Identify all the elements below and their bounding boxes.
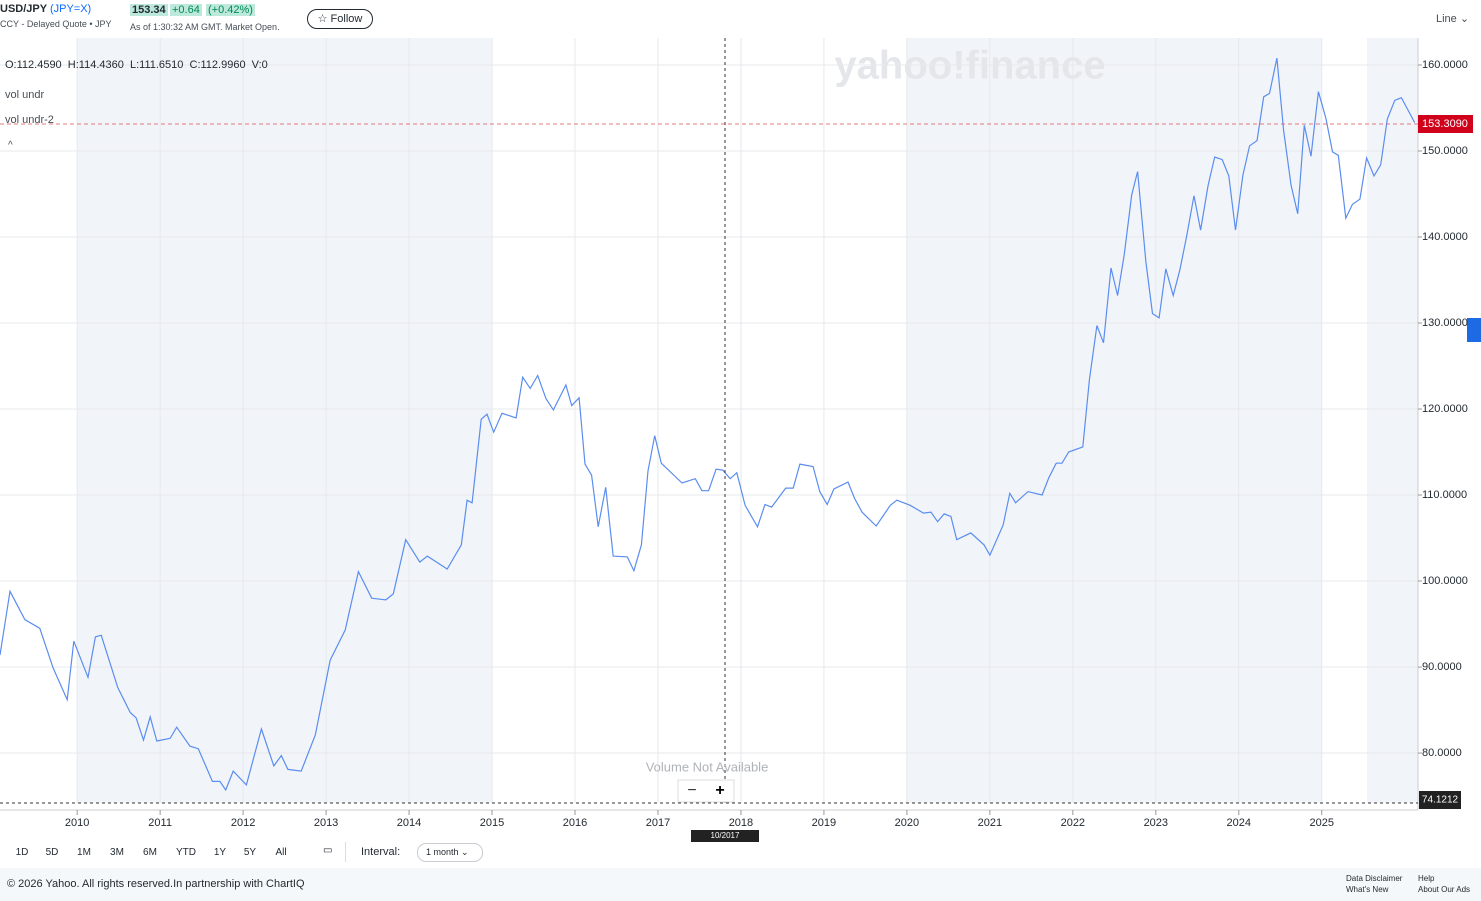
- range-button[interactable]: YTD: [176, 847, 196, 858]
- calendar-icon[interactable]: ▭: [323, 845, 333, 856]
- y-tick-label: 140.0000: [1422, 231, 1468, 243]
- ohlc: O:112.4590 H:114.4360 L:111.6510 C:112.9…: [5, 59, 268, 71]
- year-band: [907, 38, 1322, 803]
- range-button[interactable]: 3M: [110, 847, 124, 858]
- x-tick-label: 2017: [646, 817, 670, 829]
- follow-button[interactable]: ☆ Follow: [307, 9, 373, 29]
- footer-link[interactable]: About Our Ads: [1418, 885, 1471, 894]
- range-button[interactable]: 1D: [15, 847, 29, 858]
- range-button[interactable]: 1M: [77, 847, 91, 858]
- divider: [345, 842, 346, 862]
- interval-value[interactable]: 1 month: [426, 847, 459, 857]
- collapse[interactable]: ^: [8, 140, 13, 151]
- y-tick-label: 120.0000: [1422, 403, 1468, 415]
- footer-link[interactable]: What's New: [1346, 885, 1389, 894]
- footer-link[interactable]: Data Disclaimer: [1346, 874, 1403, 883]
- interval-label: Interval:: [361, 846, 401, 858]
- study[interactable]: vol undr: [5, 89, 45, 101]
- x-tick-label: 2012: [231, 817, 255, 829]
- volume-note: Volume Not Available: [646, 759, 769, 774]
- watermark: yahoo!finance: [834, 44, 1105, 88]
- x-tick-label: 2011: [148, 817, 172, 829]
- zoom-out[interactable]: −: [687, 782, 696, 799]
- x-tick-label: 2020: [895, 817, 919, 829]
- x-tick-label: 2014: [397, 817, 421, 829]
- study[interactable]: vol undr-2: [5, 114, 54, 126]
- y-tick-label: 160.0000: [1422, 59, 1468, 71]
- price: 153.34: [130, 4, 168, 16]
- y-tick-label: 150.0000: [1422, 145, 1468, 157]
- crosshair-price-box: [1419, 791, 1461, 809]
- price-line: [0, 57, 1416, 792]
- range-button[interactable]: All: [275, 847, 287, 858]
- footer: [0, 868, 1481, 901]
- crosshair-price: 74.1212: [1422, 795, 1459, 806]
- range-button[interactable]: 5Y: [243, 847, 257, 858]
- year-band: [1367, 38, 1418, 803]
- y-tick-label: 100.0000: [1422, 575, 1468, 587]
- footer-link[interactable]: Help: [1418, 874, 1435, 883]
- x-tick-label: 2019: [812, 817, 836, 829]
- interval-select[interactable]: 1 month ⌄: [417, 843, 483, 862]
- range-button[interactable]: 1Y: [213, 847, 227, 858]
- x-tick-label: 2025: [1310, 817, 1334, 829]
- chart: yahoo!finance 153.3090 74.1212 10/2017 V…: [0, 38, 1481, 842]
- last-price: 153.3090: [1422, 118, 1468, 130]
- change: +0.64: [170, 4, 202, 16]
- zoom-in[interactable]: +: [715, 782, 724, 799]
- y-tick-label: 90.0000: [1422, 661, 1462, 673]
- y-tick-label: 80.0000: [1422, 747, 1462, 759]
- y-tick-label: 130.0000: [1422, 317, 1468, 329]
- symbol-name: USD/JPY: [0, 3, 47, 15]
- x-tick-label: 2013: [314, 817, 338, 829]
- crosshair-date: 10/2017: [711, 831, 740, 840]
- copyright: © 2026 Yahoo. All rights reserved.In par…: [7, 878, 305, 890]
- as-of: As of 1:30:32 AM GMT. Market Open.: [130, 22, 280, 32]
- x-tick-label: 2010: [65, 817, 89, 829]
- side-handle[interactable]: [1467, 318, 1481, 342]
- x-tick-label: 2018: [729, 817, 753, 829]
- crosshair-date-box: [691, 830, 759, 842]
- x-tick-label: 2016: [563, 817, 587, 829]
- subtitle: CCY - Delayed Quote • JPY: [0, 19, 112, 29]
- x-tick-label: 2024: [1227, 817, 1251, 829]
- zoom-control[interactable]: [677, 779, 735, 803]
- change-pct: (+0.42%): [206, 4, 255, 16]
- range-button[interactable]: 5D: [45, 847, 59, 858]
- range-button[interactable]: 6M: [143, 847, 157, 858]
- x-tick-label: 2023: [1144, 817, 1168, 829]
- x-tick-label: 2021: [978, 817, 1002, 829]
- x-tick-label: 2015: [480, 817, 504, 829]
- chart-style-label[interactable]: Line: [1436, 13, 1457, 25]
- ticker[interactable]: (JPY=X): [49, 3, 92, 15]
- symbol: USD/JPY (JPY=X): [0, 3, 91, 15]
- y-tick-label: 110.0000: [1422, 489, 1467, 501]
- x-tick-label: 2022: [1061, 817, 1085, 829]
- last-price-box: [1418, 115, 1473, 133]
- chart-style[interactable]: Line ⌄: [1436, 13, 1470, 25]
- year-band: [77, 38, 492, 803]
